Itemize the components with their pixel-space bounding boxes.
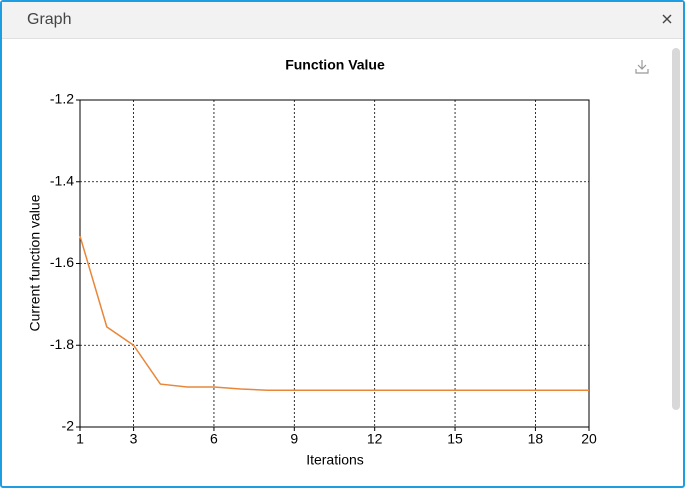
y-axis-label: Current function value	[27, 194, 43, 331]
y-tick-label: -1.6	[50, 254, 74, 270]
x-tick-label: 3	[130, 431, 138, 447]
x-tick-label: 15	[447, 431, 463, 447]
y-tick-label: -1.8	[50, 336, 74, 352]
dialog-title: Graph	[27, 11, 72, 28]
plot-border	[79, 99, 590, 428]
x-tick-label: 18	[528, 431, 544, 447]
chart-title: Function Value	[285, 57, 385, 73]
y-tick-label: -1.4	[50, 172, 74, 188]
data-line	[79, 235, 589, 391]
close-button[interactable]	[661, 13, 673, 25]
x-tick-label: 1	[76, 431, 84, 447]
x-tick-label: 20	[581, 431, 597, 447]
scrollbar[interactable]	[672, 48, 680, 410]
x-tick-label: 9	[290, 431, 298, 447]
x-tick-label: 6	[210, 431, 218, 447]
y-tick-label: -1.2	[50, 91, 74, 107]
x-tick-label: 12	[367, 431, 383, 447]
x-axis-label: Iterations	[306, 452, 364, 468]
dialog-header: Graph	[2, 2, 683, 39]
y-tick-label: -2	[62, 418, 75, 434]
download-button[interactable]	[635, 60, 649, 74]
chart: Function Value Iterations Current functi…	[27, 57, 649, 468]
